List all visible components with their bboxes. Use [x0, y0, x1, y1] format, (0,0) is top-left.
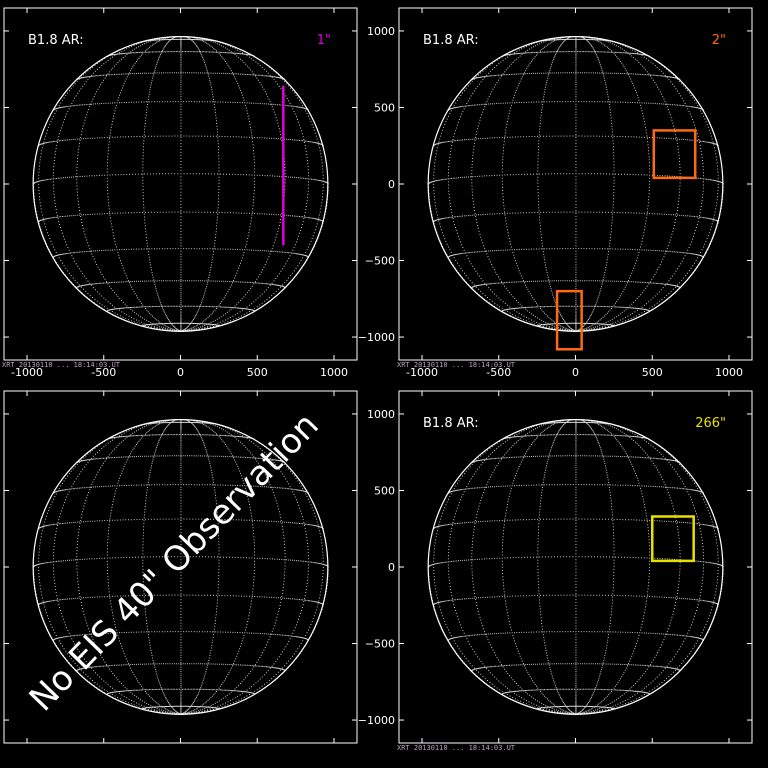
x-tick-label: -1000 — [406, 366, 438, 379]
y-tick-label: −1000 — [358, 714, 395, 727]
panel-label: B1.8 AR: — [28, 33, 84, 48]
raster-box-marker — [652, 129, 697, 180]
x-tick-label: 500 — [247, 366, 268, 379]
x-tick-label: 1000 — [715, 366, 743, 379]
exposure-tag: 1" — [317, 33, 331, 48]
solar-limb — [32, 36, 329, 332]
y-tick-label: 500 — [374, 101, 395, 114]
x-tick-label: -1000 — [11, 366, 43, 379]
solar-limb — [427, 419, 724, 715]
y-tick-label: −500 — [365, 255, 395, 268]
grid-dots — [428, 36, 724, 332]
timestamp-stamp: XRT 20130110 ... 18:14:03.UT — [2, 361, 121, 369]
panel-br: 1000 500 0 −500 −1000 B1.8 AR: 266" XRT 2013011… — [358, 390, 753, 752]
y-tick-label: 500 — [374, 484, 395, 497]
solar-limb — [32, 419, 329, 715]
y-tick-label: 1000 — [367, 408, 395, 421]
panel-label: B1.8 AR: — [423, 416, 479, 431]
grid-dots — [428, 419, 724, 715]
x-tick-label: -500 — [486, 366, 511, 379]
y-tick-label: 1000 — [367, 25, 395, 38]
panel-label: B1.8 AR: — [423, 33, 479, 48]
timestamp-stamp: XRT 20130110 ... 18:14:03.UT — [397, 361, 516, 369]
y-tick-label: −500 — [365, 638, 395, 651]
x-tick-label: 0 — [177, 366, 184, 379]
raster-box-marker — [650, 515, 695, 563]
exposure-tag: 2" — [712, 33, 726, 48]
panel-bl: No EIS 40" Observation — [3, 390, 358, 744]
x-tick-label: 500 — [642, 366, 663, 379]
y-tick-label: 0 — [388, 561, 395, 574]
heliographic-grid — [428, 419, 724, 715]
y-tick-label: 0 — [388, 178, 395, 191]
x-tick-label: 0 — [572, 366, 579, 379]
overlay-text: No EIS 40" Observation — [22, 405, 327, 719]
timestamp-stamp: XRT 20130110 ... 18:14:03.UT — [397, 744, 516, 752]
heliographic-grid — [428, 36, 724, 332]
panel-tl: -1000 -500 0 500 1000 B1.8 AR: 1" XRT 20130110 … — [2, 7, 358, 379]
raster-box-marker — [555, 289, 583, 351]
solar-limb — [427, 36, 724, 332]
panel-tr: -1000 -500 0 500 1000 1000 500 0 −500 −1000 B1.8 A… — [358, 7, 753, 379]
x-tick-label: 1000 — [320, 366, 348, 379]
exposure-tag: 266" — [695, 416, 726, 431]
x-tick-label: -500 — [91, 366, 116, 379]
y-tick-label: −1000 — [358, 331, 395, 344]
